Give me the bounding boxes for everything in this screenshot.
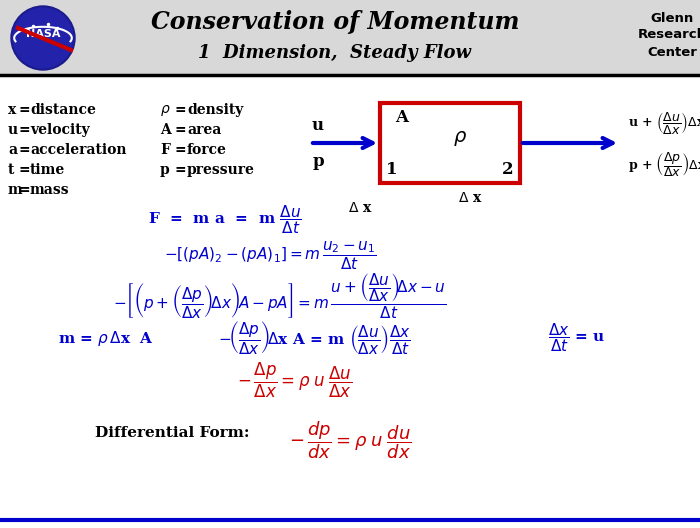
Text: x: x [8, 103, 16, 117]
Text: p: p [312, 153, 324, 169]
Text: pressure: pressure [187, 163, 255, 177]
Text: force: force [187, 143, 227, 157]
Text: a: a [8, 143, 17, 157]
Text: A: A [395, 108, 409, 126]
Circle shape [11, 6, 75, 70]
Text: p: p [160, 163, 169, 177]
Text: =: = [175, 163, 187, 177]
Text: =: = [18, 123, 29, 137]
Text: =: = [175, 143, 187, 157]
Text: $-\left[\left(p + \left(\dfrac{\Delta p}{\Delta x}\right)\!\Delta x\right)\!A - : $-\left[\left(p + \left(\dfrac{\Delta p}… [113, 271, 447, 321]
Text: $-\!\left(\dfrac{\Delta p}{\Delta x}\right)\!\Delta$x A = m $\left(\dfrac{\Delta: $-\!\left(\dfrac{\Delta p}{\Delta x}\rig… [218, 319, 411, 356]
Text: F  =  m a  =  m $\dfrac{\Delta u}{\Delta t}$: F = m a = m $\dfrac{\Delta u}{\Delta t}$ [148, 204, 302, 237]
Text: =: = [18, 103, 29, 117]
Text: p + $\left(\dfrac{\Delta p}{\Delta x}\right)$$\Delta$x: p + $\left(\dfrac{\Delta p}{\Delta x}\ri… [628, 150, 700, 180]
Text: distance: distance [30, 103, 96, 117]
Text: Conservation of Momentum: Conservation of Momentum [150, 10, 519, 34]
Text: NASA: NASA [26, 29, 60, 39]
Text: Differential Form:: Differential Form: [95, 426, 249, 440]
Text: mass: mass [30, 183, 69, 197]
Text: A: A [160, 123, 171, 137]
Text: t: t [8, 163, 15, 177]
Text: $\dfrac{\Delta x}{\Delta t}$ = u: $\dfrac{\Delta x}{\Delta t}$ = u [548, 322, 606, 354]
Circle shape [13, 8, 73, 68]
Bar [380, 103, 520, 183]
Text: $-\,\dfrac{\Delta p}{\Delta x} = \rho\; u\;\dfrac{\Delta u}{\Delta x}$: $-\,\dfrac{\Delta p}{\Delta x} = \rho\; … [237, 361, 353, 400]
Text: $-\,\dfrac{dp}{dx} = \rho\; u\;\dfrac{du}{dx}$: $-\,\dfrac{dp}{dx} = \rho\; u\;\dfrac{du… [288, 419, 412, 461]
Text: u: u [8, 123, 18, 137]
Text: 1: 1 [386, 161, 398, 177]
Text: area: area [187, 123, 221, 137]
Text: acceleration: acceleration [30, 143, 127, 157]
Bar [0, 0, 700, 75]
Text: u: u [312, 117, 324, 134]
Text: $- \left[\left(pA\right)_2 - \left(pA\right)_1\right]  =  m\, \dfrac{u_2 - u_1}{: $- \left[\left(pA\right)_2 - \left(pA\ri… [164, 240, 377, 272]
Text: =: = [175, 103, 187, 117]
Text: =: = [18, 183, 29, 197]
Text: $\rho$: $\rho$ [160, 102, 171, 118]
Text: u + $\left(\dfrac{\Delta u}{\Delta x}\right)$$\Delta$x: u + $\left(\dfrac{\Delta u}{\Delta x}\ri… [628, 110, 700, 136]
Text: velocity: velocity [30, 123, 90, 137]
Text: 2: 2 [502, 161, 514, 177]
Text: =: = [175, 123, 187, 137]
Text: $\Delta$ x: $\Delta$ x [458, 191, 482, 205]
Text: F: F [160, 143, 170, 157]
Text: m: m [8, 183, 22, 197]
Text: density: density [187, 103, 244, 117]
Text: =: = [18, 163, 29, 177]
Text: time: time [30, 163, 65, 177]
Text: m = $\rho\,\Delta$x  A: m = $\rho\,\Delta$x A [58, 328, 154, 347]
Text: Glenn
Research
Center: Glenn Research Center [638, 12, 700, 59]
Text: $\rho$: $\rho$ [453, 128, 467, 147]
Text: 1  Dimension,  Steady Flow: 1 Dimension, Steady Flow [199, 44, 472, 62]
Text: =: = [18, 143, 29, 157]
Text: $\Delta$ x: $\Delta$ x [348, 201, 372, 215]
